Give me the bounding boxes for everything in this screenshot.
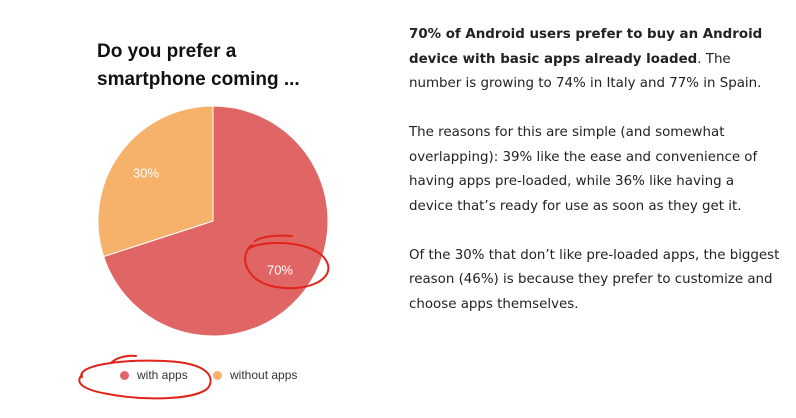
pie-chart-panel: Do you prefer a smartphone coming ... 70… bbox=[0, 0, 380, 418]
pie-slice-without-apps bbox=[97, 105, 214, 258]
paragraph-3: Of the 30% that don’t like pre-loaded ap… bbox=[409, 247, 780, 312]
paragraph-1-bold: 70% of Android users prefer to buy an An… bbox=[409, 27, 763, 67]
legend-swatch-with-apps bbox=[120, 370, 129, 380]
legend-label-with-apps: with apps bbox=[137, 368, 188, 382]
paragraph-1-rest: . The number is growing to 74% in Italy … bbox=[409, 51, 762, 92]
legend-item-without-apps: without apps bbox=[213, 368, 297, 382]
legend-label-without-apps: without apps bbox=[230, 368, 298, 382]
chart-title-line-1: Do you prefer a bbox=[97, 41, 237, 62]
legend-swatch-without-apps bbox=[213, 370, 222, 380]
pie-slice-with-apps bbox=[102, 105, 329, 337]
legend-item-with-apps: with apps bbox=[120, 368, 188, 382]
article-text: 70% of Android users prefer to buy an An… bbox=[409, 23, 781, 342]
hand-drawn-annotations bbox=[78, 234, 330, 400]
paragraph-2: The reasons for this are simple (and som… bbox=[409, 125, 758, 214]
annotation-circle-legend bbox=[78, 354, 212, 400]
slice-labels: 70% 30% bbox=[133, 165, 293, 277]
slice-label-without-apps: 30% bbox=[133, 165, 159, 180]
slice-label-with-apps: 70% bbox=[267, 263, 293, 278]
paragraph-1: 70% of Android users prefer to buy an An… bbox=[409, 23, 781, 97]
pie-slices bbox=[97, 105, 329, 337]
annotation-circle-70-percent bbox=[244, 234, 330, 290]
pie-chart: 70% 30% bbox=[78, 105, 330, 400]
chart-title: Do you prefer a smartphone coming ... bbox=[97, 38, 357, 94]
chart-title-line-2: smartphone coming ... bbox=[97, 69, 300, 90]
